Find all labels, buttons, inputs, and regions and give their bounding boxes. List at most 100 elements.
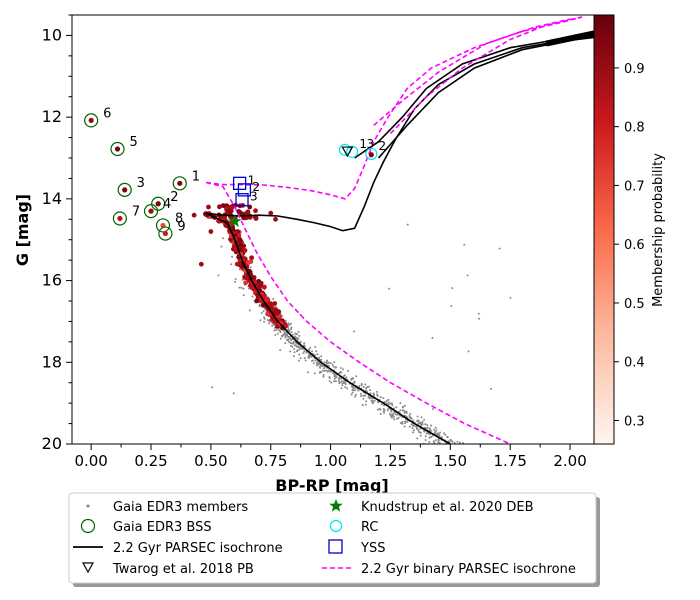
member-point [366, 386, 369, 388]
member-point [345, 376, 348, 379]
member-point [297, 359, 300, 362]
rc-label: 2 [378, 139, 386, 153]
member-point [290, 328, 293, 331]
member-point [390, 402, 393, 405]
member-point [273, 329, 276, 332]
member-point [408, 414, 411, 417]
x-tick-label: 0.25 [134, 452, 167, 470]
member-point [329, 370, 332, 373]
member-point [376, 390, 378, 393]
bss-marker [110, 141, 125, 157]
member-point [324, 369, 327, 372]
member-point [230, 263, 233, 266]
cluster-member-point [246, 260, 251, 265]
member-point [401, 406, 404, 409]
member-point [220, 245, 223, 248]
cluster-member-point [217, 204, 222, 210]
member-point [338, 381, 341, 384]
member-point [340, 380, 343, 383]
member-point [404, 422, 406, 425]
colorbar-tick-label: 0.6 [624, 238, 645, 253]
member-point [438, 434, 441, 437]
member-point [342, 368, 344, 371]
yss-marker [237, 183, 252, 197]
member-point [363, 394, 366, 397]
rc-marker [365, 147, 378, 161]
member-point [299, 341, 301, 344]
member-point [353, 330, 356, 333]
member-point [373, 399, 376, 402]
member-point [417, 428, 420, 431]
member-point [412, 431, 415, 434]
colorbar-label: Membership probability [651, 153, 666, 307]
member-point [401, 422, 403, 425]
member-point [369, 397, 371, 400]
legend-pb-marker [81, 562, 95, 574]
member-point [350, 393, 353, 396]
y-tick-label: 12 [42, 107, 62, 126]
member-point [334, 366, 337, 369]
cluster-member-point [245, 209, 251, 215]
member-point [283, 329, 286, 332]
cluster-member-point [222, 215, 227, 221]
member-point [477, 312, 480, 315]
member-point [322, 374, 325, 376]
member-point [291, 345, 294, 348]
member-point [268, 319, 271, 322]
member-point [490, 387, 492, 390]
cluster-member-point [265, 311, 270, 317]
member-point [434, 430, 437, 433]
member-point [307, 371, 309, 374]
rc-point [368, 152, 374, 158]
member-point [328, 380, 331, 382]
isochrone-line [354, 34, 594, 159]
bss-label: 4 [163, 197, 171, 212]
member-point [394, 413, 397, 416]
member-point [328, 376, 331, 378]
member-point [478, 317, 481, 320]
member-point [379, 413, 382, 415]
bss-marker [143, 204, 159, 219]
member-point [313, 372, 316, 375]
member-point [396, 413, 399, 416]
bss-label: 3 [137, 176, 145, 191]
bss-marker [158, 226, 173, 241]
member-point [284, 319, 287, 322]
member-point [419, 421, 422, 424]
x-tick-label: 0.50 [194, 452, 227, 470]
isochrone-line [205, 212, 451, 444]
bss-marker [112, 211, 127, 226]
member-point [420, 416, 423, 419]
member-point [279, 349, 282, 352]
member-point [509, 296, 512, 299]
cluster-member-point [238, 211, 244, 216]
member-point [360, 392, 362, 395]
member-point [289, 344, 292, 347]
member-point [327, 364, 330, 367]
member-point [450, 439, 453, 442]
colorbar-tick-label: 0.9 [624, 62, 645, 77]
member-point [320, 355, 323, 358]
member-point [347, 369, 349, 372]
member-point [251, 295, 254, 298]
member-point [352, 377, 355, 380]
y-tick-label: 14 [42, 189, 62, 208]
member-point [318, 356, 320, 359]
member-point [304, 359, 307, 362]
member-point [211, 386, 214, 389]
member-point [403, 409, 406, 412]
member-point [426, 424, 429, 427]
colorbar-tick-label: 0.4 [624, 356, 645, 371]
x-tick-label: 2.00 [553, 452, 586, 470]
bss-point [88, 117, 94, 124]
member-point [466, 274, 469, 277]
member-point [399, 409, 402, 412]
member-point [369, 389, 372, 392]
yss-label: 2 [252, 180, 260, 194]
y-tick-label: 16 [42, 271, 62, 290]
member-point [288, 335, 291, 338]
rc-label: 1 [359, 137, 367, 151]
member-point [312, 362, 315, 365]
member-point [412, 429, 415, 432]
member-point [344, 383, 347, 386]
